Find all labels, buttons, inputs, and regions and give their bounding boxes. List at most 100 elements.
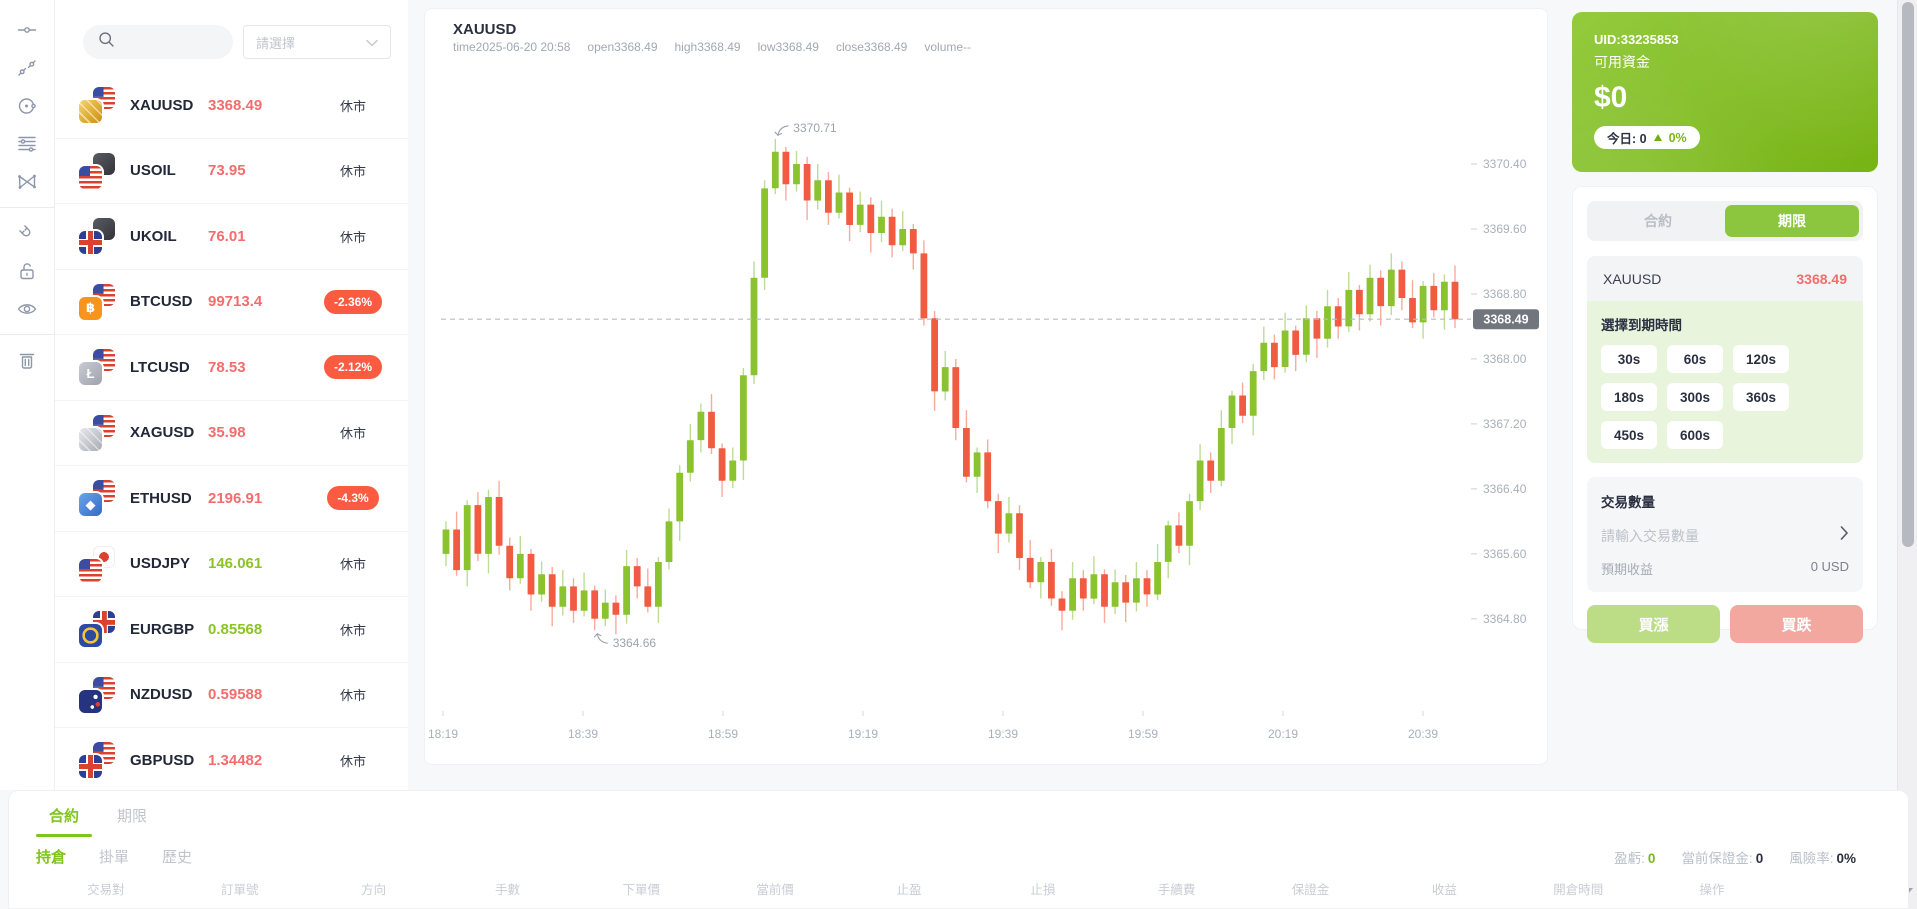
buy-up-button[interactable]: 買漲 [1587, 605, 1720, 643]
orders-table-header: 交易對 訂單號 方向 手數 下單價 當前價 止盈 止損 手續費 保證金 收益 開倉時間 操作 [9, 879, 1908, 898]
trade-symbol-row: XAUUSD 3368.49 [1587, 256, 1863, 301]
duration-180s-button[interactable]: 180s [1601, 383, 1657, 411]
search-input[interactable] [124, 34, 224, 50]
tool-horizontal-line-button[interactable] [8, 11, 46, 49]
watchlist-row-ethusd[interactable]: ◆ ETHUSD 2196.91 -4.3% [55, 466, 408, 532]
rail-divider [0, 207, 54, 208]
svg-text:20:19: 20:19 [1268, 727, 1298, 741]
ohlc-field: low3368.49 [757, 40, 819, 54]
ellipse-icon [16, 95, 38, 117]
page-scrollbar[interactable] [1897, 0, 1917, 909]
column-header-7: 止損 [1030, 883, 1056, 897]
scrollbar-thumb[interactable] [1902, 2, 1914, 547]
tab-contract[interactable]: 合約 [1644, 213, 1672, 229]
pair-icon [79, 611, 115, 648]
ohlc-field: volume-- [924, 40, 972, 54]
symbol-name: USDJPY [130, 555, 191, 573]
market-status: 休市 [339, 229, 366, 245]
duration-120s-button[interactable]: 120s [1733, 345, 1789, 373]
symbol-price: 3368.49 [208, 96, 263, 114]
watchlist-row-xagusd[interactable]: XAGUSD 35.98 休市 [55, 400, 408, 466]
duration-60s-button[interactable]: 60s [1667, 345, 1723, 373]
horizontal-line-icon [16, 19, 38, 41]
orders-tab-contract[interactable]: 合約 [35, 805, 93, 837]
watchlist-row-btcusd[interactable]: ฿ BTCUSD 99713.4 -2.36% [55, 269, 408, 335]
chevron-right-icon[interactable] [1840, 526, 1849, 545]
watchlist: XAUUSD 3368.49 休市 USOIL 73.95 休市 UKOIL 76.01 休市 ฿… [55, 73, 408, 790]
duration-300s-button[interactable]: 300s [1667, 383, 1723, 411]
orders-panel: 合約 期限 持倉 掛單 歷史 盈虧: 0 當前保證金: 0 風險率: 0% 交易對 訂單號 方向 手… [8, 790, 1909, 909]
watchlist-row-gbpusd[interactable]: GBPUSD 1.34482 休市 [55, 728, 408, 790]
watchlist-row-xauusd[interactable]: XAUUSD 3368.49 休市 [55, 73, 408, 139]
symbol-name: LTCUSD [130, 358, 190, 376]
svg-text:3365.60: 3365.60 [1483, 547, 1527, 561]
stat-item: 當前保證金: 0 [1681, 850, 1764, 866]
symbol-status: 休市 [312, 96, 394, 115]
watchlist-row-usoil[interactable]: USOIL 73.95 休市 [55, 138, 408, 204]
market-status: 休市 [339, 622, 366, 638]
column-header-9: 保證金 [1291, 883, 1330, 897]
eth-icon: ◆ [79, 493, 102, 517]
duration-600s-button[interactable]: 600s [1667, 421, 1723, 449]
symbol-price: 73.95 [208, 162, 246, 180]
watchlist-row-ltcusd[interactable]: Ł LTCUSD 78.53 -2.12% [55, 335, 408, 401]
y-axis: 3370.40 3369.60 3368.80 3368.00 3367.20 3366.… [1471, 157, 1527, 626]
uk-icon [79, 231, 102, 255]
amount-input[interactable] [1601, 527, 1801, 544]
stat-value: 0 [1755, 850, 1764, 866]
symbol-name: XAUUSD [130, 96, 194, 114]
magnet-icon [16, 222, 38, 244]
subtab-掛單[interactable]: 掛單 [99, 849, 130, 866]
btc-icon: ฿ [79, 296, 102, 320]
buy-down-button[interactable]: 買跌 [1730, 605, 1863, 643]
column-header-2: 方向 [361, 883, 387, 897]
tool-ellipse-button[interactable] [8, 87, 46, 125]
tool-magnet-button[interactable] [8, 214, 46, 252]
column-header-8: 手續費 [1157, 883, 1196, 897]
symbol-search[interactable] [83, 25, 233, 59]
tool-fib-retracement-button[interactable] [8, 125, 46, 163]
tool-delete-button[interactable] [8, 341, 46, 379]
symbol-price: 0.59588 [208, 686, 263, 704]
trade-mode-tabs: 合約 期限 [1587, 201, 1863, 241]
watchlist-row-nzdusd[interactable]: NZDUSD 0.59588 休市 [55, 662, 408, 728]
ohlc-field: close3368.49 [835, 40, 908, 54]
svg-text:20:39: 20:39 [1408, 727, 1438, 741]
x-axis: 18:19 18:39 18:59 19:19 19:39 19:59 20:19 20:39 [428, 711, 1438, 741]
orders-tab-expiry[interactable]: 期限 [117, 808, 148, 825]
expiry-label: 選擇到期時間 [1601, 318, 1682, 333]
duration-360s-button[interactable]: 360s [1733, 383, 1789, 411]
category-select[interactable]: 請選擇 [243, 25, 391, 59]
market-status: 休市 [339, 426, 366, 442]
tool-visibility-button[interactable] [8, 290, 46, 328]
watchlist-row-usdjpy[interactable]: USDJPY 146.061 休市 [55, 531, 408, 597]
duration-30s-button[interactable]: 30s [1601, 345, 1657, 373]
balance-label: 可用資金 [1594, 54, 1650, 70]
column-header-5: 當前價 [756, 883, 794, 897]
delete-icon [16, 349, 38, 371]
symbol-price: 35.98 [208, 424, 246, 442]
tool-trend-line-button[interactable] [8, 49, 46, 87]
svg-text:3364.66: 3364.66 [613, 636, 657, 650]
tool-xabcd-pattern-button[interactable] [8, 163, 46, 201]
unlock-icon [16, 260, 38, 282]
up-arrow-icon [1653, 134, 1662, 141]
drawing-toolbar [0, 0, 55, 790]
margin-stats: 盈虧: 0 當前保證金: 0 風險率: 0% [1614, 847, 1856, 867]
chart-ohlc-info: time2025-06-20 20:58 open3368.49 high3368.… [453, 40, 988, 54]
tab-expiry[interactable]: 期限 [1725, 205, 1859, 237]
pair-icon: ฿ [79, 283, 115, 320]
subtab-持倉[interactable]: 持倉 [36, 849, 67, 866]
today-change-pill: 今日: 0 0% [1594, 126, 1700, 149]
symbol-status: -2.36% [312, 289, 394, 314]
watchlist-row-eurgbp[interactable]: EURGBP 0.85568 休市 [55, 597, 408, 663]
watchlist-row-ukoil[interactable]: UKOIL 76.01 休市 [55, 204, 408, 270]
trend-line-icon [16, 57, 38, 79]
symbol-status: 休市 [312, 423, 394, 442]
subtab-歷史[interactable]: 歷史 [162, 849, 193, 866]
trade-symbol-block: XAUUSD 3368.49 選擇到期時間 30s 60s 120s 180s 300s… [1587, 256, 1863, 463]
column-header-4: 下單價 [622, 883, 661, 897]
tool-unlock-button[interactable] [8, 252, 46, 290]
candlestick-chart[interactable]: 3370.40 3369.60 3368.80 3368.00 3367.20 3366.… [425, 9, 1549, 766]
duration-450s-button[interactable]: 450s [1601, 421, 1657, 449]
